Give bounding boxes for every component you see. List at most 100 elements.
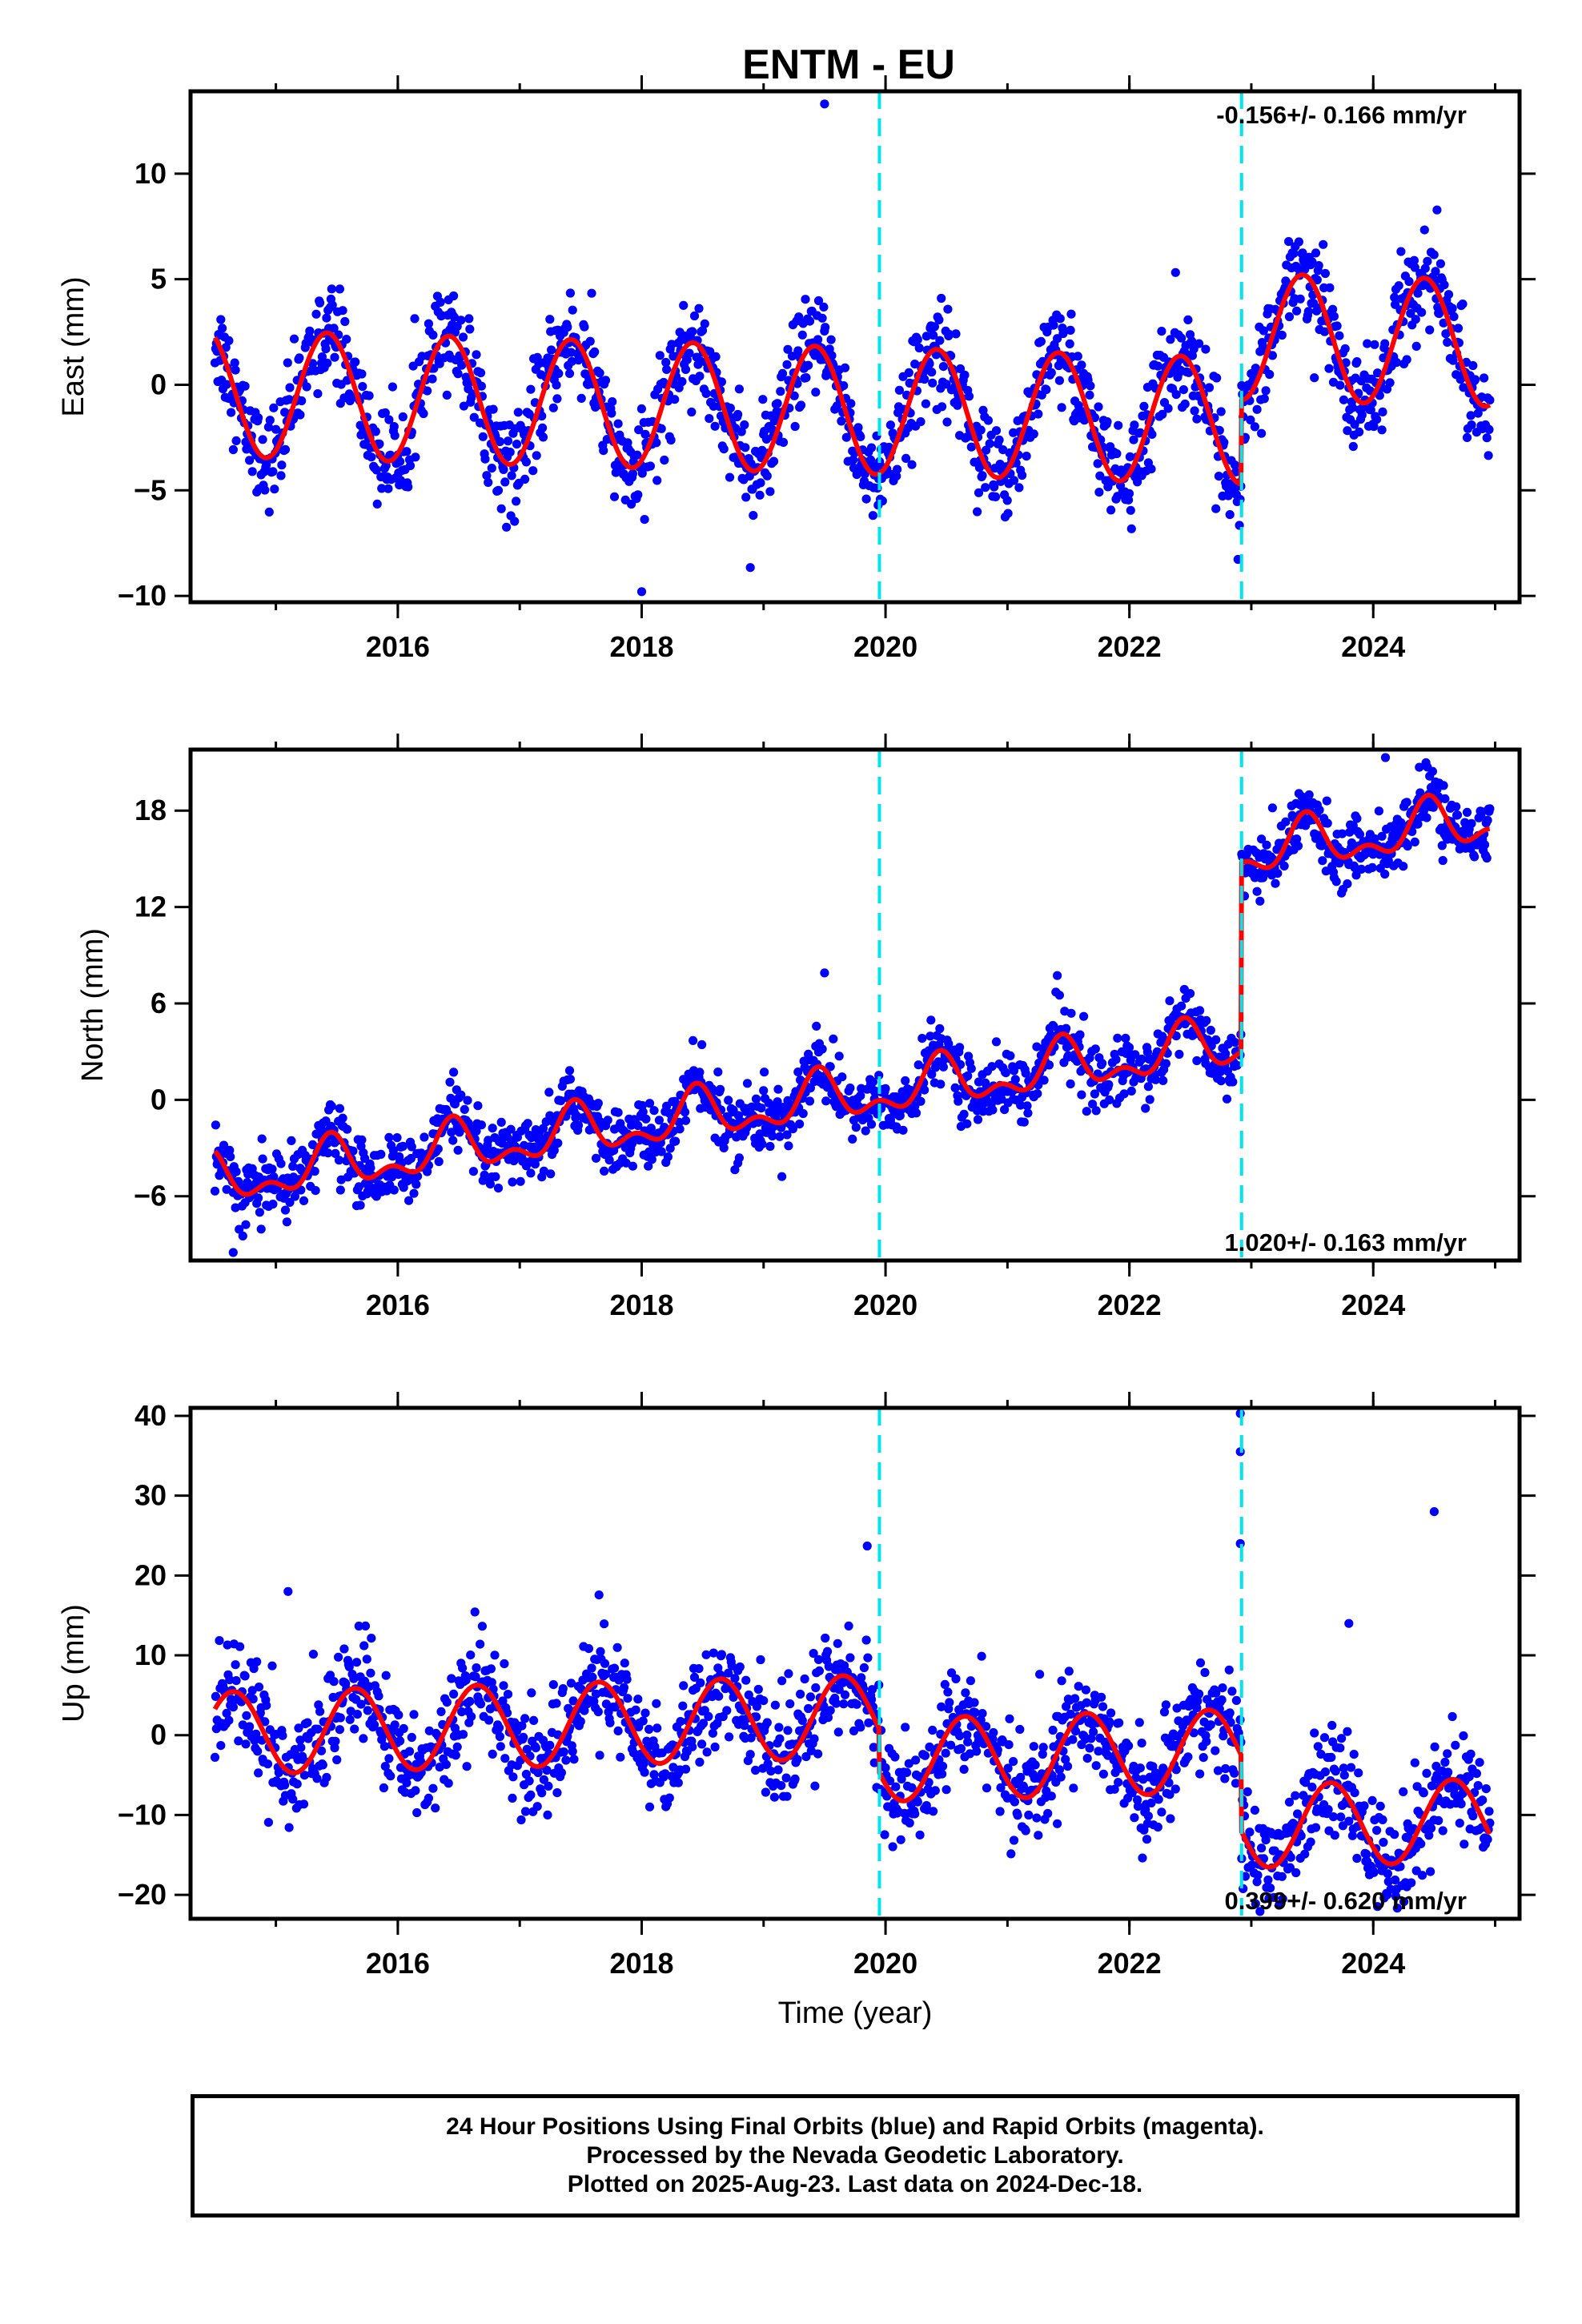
up-data-point <box>740 1721 749 1731</box>
east-data-point <box>1292 306 1302 316</box>
north-data-point <box>530 1160 540 1169</box>
up-data-point <box>1130 1813 1139 1823</box>
up-data-point <box>1378 1815 1387 1824</box>
east-data-point <box>1094 488 1104 497</box>
east-data-point <box>398 412 408 422</box>
up-data-point <box>350 1724 359 1734</box>
up-data-point <box>1422 1768 1431 1778</box>
north-data-point <box>856 1091 865 1100</box>
up-data-point <box>840 1690 850 1699</box>
up-data-point <box>477 1622 488 1631</box>
up-data-point <box>234 1736 243 1746</box>
north-data-point <box>210 1186 220 1196</box>
north-y-tick-label: 12 <box>135 891 167 923</box>
east-data-point <box>1390 292 1399 302</box>
east-data-point <box>868 511 877 521</box>
up-data-point <box>831 1699 841 1708</box>
up-data-point <box>752 1702 762 1711</box>
up-data-point <box>524 1776 534 1786</box>
east-data-point <box>285 383 295 392</box>
up-data-point <box>1220 1774 1230 1783</box>
north-data-point <box>1044 1060 1054 1070</box>
north-data-point <box>1255 896 1265 906</box>
east-data-point <box>595 368 604 378</box>
up-data-point <box>1143 1811 1153 1821</box>
north-data-point <box>343 1124 352 1134</box>
north-data-point <box>226 1152 235 1161</box>
up-data-point <box>959 1764 969 1774</box>
east-data-point <box>367 452 376 462</box>
east-y-axis-label: East (mm) <box>57 276 90 416</box>
east-data-point <box>510 517 520 526</box>
east-data-point <box>1180 399 1190 409</box>
north-y-tick-label: 0 <box>151 1083 167 1116</box>
east-data-point <box>938 362 948 372</box>
up-data-point <box>609 1663 620 1673</box>
east-x-tick-label: 2020 <box>853 630 917 663</box>
north-data-point <box>491 1172 500 1181</box>
north-data-point <box>1331 877 1341 887</box>
up-data-point <box>284 1823 294 1832</box>
up-data-point <box>225 1675 235 1685</box>
east-data-point <box>424 319 434 328</box>
east-data-point <box>1216 407 1226 416</box>
up-data-point <box>1291 1868 1301 1878</box>
up-data-point <box>252 1657 262 1667</box>
up-data-point <box>844 1621 853 1630</box>
east-data-point <box>1146 464 1156 474</box>
north-data-point <box>1165 996 1174 1006</box>
north-data-point <box>348 1146 358 1156</box>
east-y-tick-label: 0 <box>151 368 167 400</box>
east-data-point <box>1009 476 1019 485</box>
north-data-point <box>463 1096 472 1105</box>
east-data-point <box>1065 339 1074 348</box>
up-data-point <box>548 1680 558 1690</box>
north-data-point <box>1374 806 1383 816</box>
east-data-point <box>609 492 620 501</box>
east-data-point <box>269 403 279 412</box>
east-data-point <box>787 352 797 361</box>
east-data-point <box>695 372 705 381</box>
up-data-point <box>861 1635 871 1645</box>
north-data-point <box>1009 1066 1019 1076</box>
east-data-point <box>387 382 397 392</box>
up-data-point <box>1434 1815 1443 1825</box>
north-data-point <box>713 1068 723 1077</box>
east-data-point <box>1324 364 1334 373</box>
north-data-point <box>821 1096 831 1106</box>
east-data-point <box>289 334 299 344</box>
up-data-point <box>1089 1727 1098 1737</box>
east-data-point <box>1112 448 1122 459</box>
north-data-point <box>757 1140 767 1149</box>
east-data-point <box>737 427 746 436</box>
east-data-point <box>681 364 691 374</box>
north-data-point <box>604 1155 614 1165</box>
up-data-point <box>978 1709 987 1719</box>
up-data-point <box>725 1732 734 1742</box>
up-data-point <box>1481 1784 1491 1794</box>
up-data-point <box>576 1717 585 1727</box>
east-data-point <box>1259 326 1268 336</box>
up-data-point <box>1010 1797 1019 1807</box>
north-data-point <box>954 1096 963 1106</box>
north-data-point <box>398 1141 408 1151</box>
north-data-point <box>788 1124 798 1134</box>
up-data-point <box>322 1772 331 1783</box>
north-data-point <box>1150 1075 1161 1084</box>
north-data-point <box>1273 869 1283 879</box>
east-data-point <box>335 284 344 294</box>
east-data-point <box>813 335 823 344</box>
east-data-point <box>1219 437 1229 448</box>
east-data-point <box>1214 472 1223 481</box>
up-data-point <box>1225 1708 1235 1718</box>
east-data-point <box>1046 368 1056 377</box>
north-data-point <box>646 1124 656 1133</box>
north-data-point <box>987 1062 997 1072</box>
east-data-point <box>311 309 321 319</box>
east-data-point <box>295 410 305 420</box>
east-data-point <box>1394 281 1403 291</box>
up-data-point <box>1417 1871 1427 1880</box>
east-data-point <box>322 313 331 323</box>
east-data-point <box>1246 415 1255 425</box>
up-data-point <box>1135 1763 1145 1773</box>
